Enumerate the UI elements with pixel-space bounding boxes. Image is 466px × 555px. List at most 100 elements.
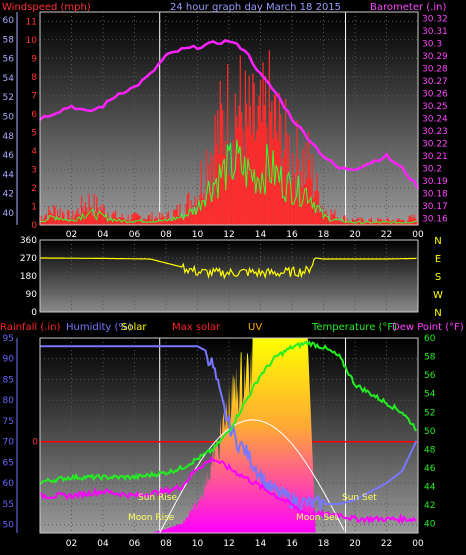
- p3-y-left-tick: 80: [3, 396, 15, 406]
- p1-y-right-tick: 30.16: [422, 215, 448, 225]
- p1-y-outer-tick: 54: [3, 74, 15, 84]
- p1-y-right-tick: 30.25: [422, 102, 448, 112]
- temperature-humidity-panel: 02 04 06 08 10 12 14 16 18 20 22 00 50 55 60 65 70 75 80 85…: [0, 322, 464, 549]
- p1-y-inner-tick: 0: [31, 221, 37, 231]
- p2-compass-tick: W: [433, 290, 443, 301]
- barometer-label: Barometer (.in): [370, 2, 446, 13]
- p3-y-right-tick: 40: [424, 520, 436, 530]
- p2-y-tick: 270: [20, 254, 37, 264]
- p1-x-tick: 02: [66, 230, 77, 240]
- p1-x-tick: 20: [349, 230, 361, 240]
- p1-y-outer-tick: 42: [3, 190, 14, 200]
- p3-y-right-tick: 44: [424, 483, 436, 493]
- p1-y-right-tick: 30.19: [422, 177, 448, 187]
- moon-rise-label: Moon Rise: [128, 513, 175, 523]
- p3-y-right-tick: 46: [424, 464, 436, 474]
- p1-y-inner-tick: 7: [31, 91, 37, 101]
- p2-compass-tick: N: [434, 308, 441, 319]
- p3-y-right-tick: 50: [424, 427, 436, 437]
- p2-compass-tick: N: [434, 236, 441, 247]
- p1-y-outer-tick: 46: [3, 151, 15, 161]
- dewpoint-label: Dew Point (°F): [392, 322, 464, 333]
- p3-y-left-tick: 75: [3, 417, 14, 427]
- p3-x-tick: 04: [97, 539, 109, 549]
- p3-y-left-tick: 60: [3, 479, 15, 489]
- temperature-label: Temperature (°F): [311, 322, 397, 333]
- uv-label: UV: [248, 322, 262, 333]
- p3-x-tick: 00: [412, 539, 424, 549]
- p3-y-left-tick: 70: [3, 438, 15, 448]
- sun-rise-label: Sun Rise: [138, 493, 177, 503]
- p3-x-tick: 16: [286, 539, 298, 549]
- p1-y-outer-tick: 50: [3, 113, 15, 123]
- p1-y-inner-tick: 1: [31, 202, 37, 212]
- p1-y-outer-tick: 44: [3, 170, 15, 180]
- p3-y-right-tick: 54: [424, 390, 436, 400]
- p1-y-right-tick: 30.18: [422, 190, 448, 200]
- p1-y-inner-tick: 5: [31, 128, 37, 138]
- wind-average-line: [39, 139, 417, 225]
- p1-y-outer-tick: 48: [3, 132, 15, 142]
- p1-y-inner-tick: 11: [26, 17, 37, 27]
- p3-x-tick: 02: [66, 539, 77, 549]
- p1-y-outer-tick: 40: [3, 209, 15, 219]
- p1-x-tick: 22: [381, 230, 392, 240]
- p1-y-outer-tick: 58: [3, 35, 15, 45]
- p1-x-tick: 00: [412, 230, 424, 240]
- p2-y-tick: 360: [20, 236, 37, 246]
- humidity-line: [40, 345, 418, 512]
- p3-y-left-tick: 90: [3, 355, 15, 365]
- p3-x-tick: 18: [318, 539, 330, 549]
- p3-x-tick: 08: [160, 539, 172, 549]
- p1-y-right-tick: 30.17: [422, 202, 448, 212]
- p1-y-inner-tick: 3: [31, 165, 37, 175]
- p1-x-tick: 14: [255, 230, 267, 240]
- p1-x-tick: 16: [286, 230, 298, 240]
- p1-y-right-tick: 30.29: [422, 52, 448, 62]
- panel3-series: [39, 338, 418, 534]
- p1-y-outer-tick: 52: [3, 93, 14, 103]
- p3-y-right-tick: 48: [424, 445, 436, 455]
- p3-x-tick: 22: [381, 539, 392, 549]
- p1-x-tick: 18: [318, 230, 330, 240]
- wind-direction-panel: 0 N 90 W 180 S 270 E 360 N: [20, 236, 443, 319]
- p2-y-tick: 90: [26, 290, 38, 300]
- p1-y-right-tick: 30.31: [422, 27, 448, 37]
- panel3-axes: 02 04 06 08 10 12 14 16 18 20 22 00 50 55 60 65 70 75 80 85…: [3, 334, 436, 549]
- p1-y-inner-tick: 10: [26, 36, 38, 46]
- p3-y-right-tick: 42: [424, 501, 435, 511]
- p3-y-right-tick: 58: [424, 353, 436, 363]
- p1-y-inner-tick: 6: [31, 110, 37, 120]
- p1-y-outer-tick: 56: [3, 55, 15, 65]
- p1-y-right-tick: 30.22: [422, 140, 448, 150]
- rainfall-label: Rainfall (.in): [0, 322, 61, 333]
- humidity-label: Humidity (%): [66, 322, 132, 333]
- p1-x-tick: 04: [97, 230, 109, 240]
- barometer-line: [39, 39, 420, 190]
- p1-y-right-tick: 30.27: [422, 77, 448, 87]
- temperature-line: [39, 340, 418, 485]
- p1-y-right-tick: 30.21: [422, 152, 448, 162]
- panel3-frame: [39, 337, 419, 534]
- wind-direction-line: [40, 257, 417, 280]
- solar-label: Solar: [121, 322, 147, 333]
- p3-y-left-tick: 85: [3, 375, 14, 385]
- panel2-series: [40, 257, 417, 280]
- p1-x-tick: 10: [192, 230, 204, 240]
- p1-y-right-tick: 30.23: [422, 127, 448, 137]
- p1-y-inner-tick: 4: [31, 147, 37, 157]
- p1-x-tick: 06: [129, 230, 141, 240]
- wind-barometer-panel: 02 04 06 08 10 12 14 16 18 20 22 000123456789101140…: [2, 2, 448, 240]
- panel1-grid: [40, 12, 419, 226]
- p1-y-right-tick: 30.26: [422, 89, 448, 99]
- panel2-axes: 0 N 90 W 180 S 270 E 360 N: [20, 236, 443, 319]
- p2-y-tick: 0: [31, 308, 37, 318]
- windspeed-label: Windspeed (mph): [2, 2, 91, 13]
- panel2-frame: [39, 239, 419, 313]
- sun-set-label: Sun Set: [342, 493, 377, 503]
- p3-x-tick: 10: [192, 539, 204, 549]
- p1-y-right-tick: 30.24: [422, 115, 448, 125]
- p3-x-tick: 12: [223, 539, 234, 549]
- p1-y-right-tick: 30.28: [422, 64, 448, 74]
- p1-x-tick: 08: [160, 230, 172, 240]
